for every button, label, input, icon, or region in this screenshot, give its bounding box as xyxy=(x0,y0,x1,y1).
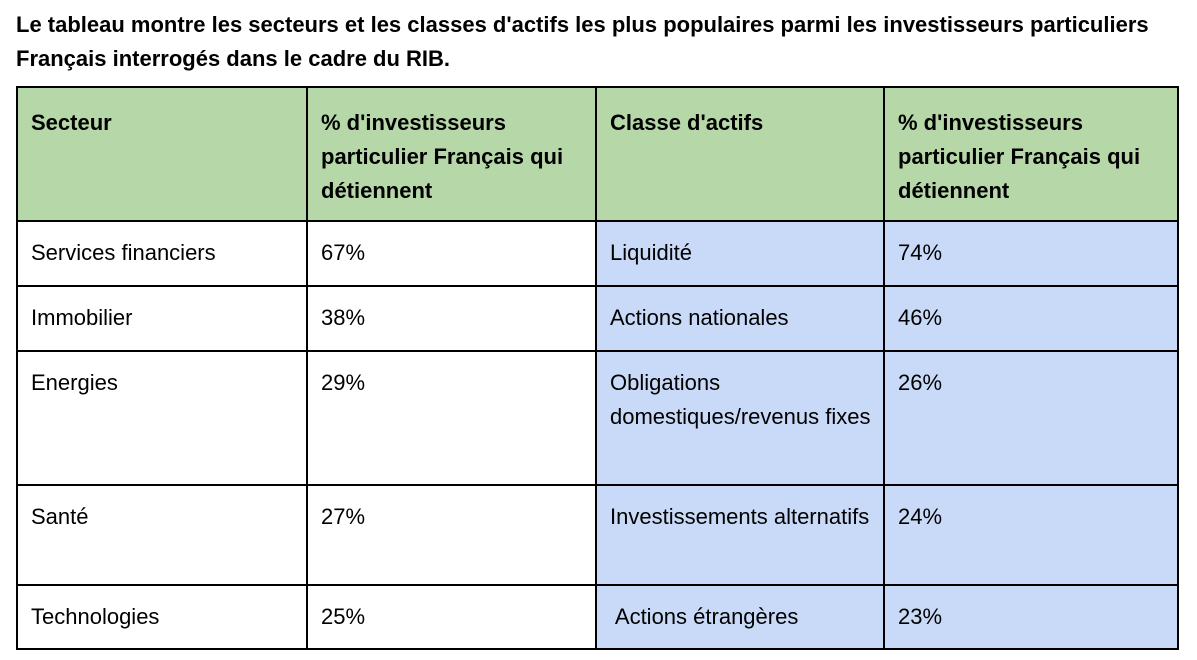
cell-secteur-pct: 29% xyxy=(306,350,597,486)
cell-secteur-pct: 25% xyxy=(306,584,597,650)
header-classe-actifs: Classe d'actifs xyxy=(595,86,885,222)
table-row: Technologies 25% Actions étrangères 23% xyxy=(16,584,1179,650)
cell-secteur-pct: 27% xyxy=(306,484,597,586)
header-secteur: Secteur xyxy=(16,86,308,222)
cell-secteur-pct: 67% xyxy=(306,220,597,287)
investor-holdings-table: Secteur % d'investisseurs particulier Fr… xyxy=(16,86,1179,650)
cell-classe: Liquidité xyxy=(595,220,885,287)
cell-secteur: Santé xyxy=(16,484,308,586)
table-row: Santé 27% Investissements alternatifs 24… xyxy=(16,484,1179,586)
cell-classe-pct: 26% xyxy=(883,350,1179,486)
cell-classe-pct: 23% xyxy=(883,584,1179,650)
cell-secteur: Immobilier xyxy=(16,285,308,352)
cell-secteur-pct: 38% xyxy=(306,285,597,352)
cell-secteur: Energies xyxy=(16,350,308,486)
cell-classe: Obligations domestiques/revenus fixes xyxy=(595,350,885,486)
header-secteur-pct: % d'investisseurs particulier Français q… xyxy=(306,86,597,222)
cell-classe: Actions étrangères xyxy=(595,584,885,650)
cell-classe: Actions nationales xyxy=(595,285,885,352)
cell-classe-pct: 46% xyxy=(883,285,1179,352)
cell-classe: Investissements alternatifs xyxy=(595,484,885,586)
table-row: Immobilier 38% Actions nationales 46% xyxy=(16,285,1179,352)
table-caption: Le tableau montre les secteurs et les cl… xyxy=(16,12,1149,71)
table-row: Energies 29% Obligations domestiques/rev… xyxy=(16,350,1179,486)
cell-classe-pct: 24% xyxy=(883,484,1179,586)
header-classe-pct: % d'investisseurs particulier Français q… xyxy=(883,86,1179,222)
cell-secteur: Technologies xyxy=(16,584,308,650)
table-header-row: Secteur % d'investisseurs particulier Fr… xyxy=(16,86,1179,222)
cell-secteur: Services financiers xyxy=(16,220,308,287)
table-row: Services financiers 67% Liquidité 74% xyxy=(16,220,1179,287)
cell-classe-pct: 74% xyxy=(883,220,1179,287)
